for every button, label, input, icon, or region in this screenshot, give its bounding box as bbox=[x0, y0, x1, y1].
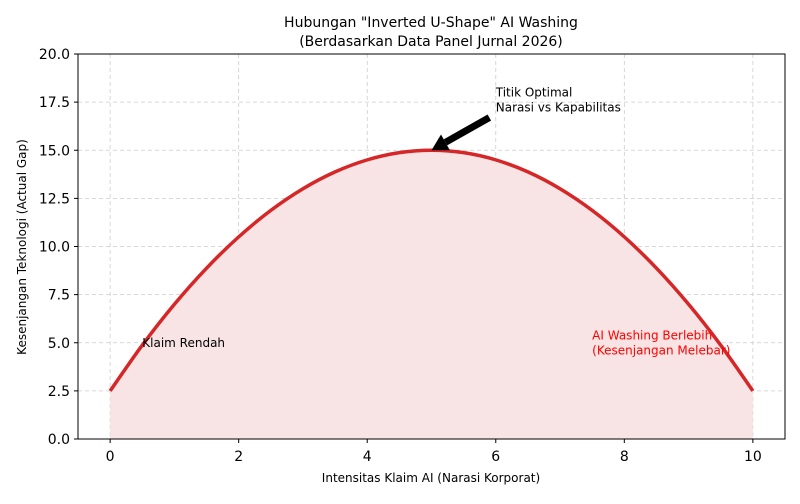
x-tick-label: 8 bbox=[620, 449, 629, 465]
annotation-text: Narasi vs Kapabilitas bbox=[496, 101, 621, 115]
annotation-arrow-shaft bbox=[443, 114, 492, 146]
y-tick-label: 20.0 bbox=[39, 47, 70, 63]
y-tick-label: 15.0 bbox=[39, 143, 70, 159]
x-tick-label: 10 bbox=[744, 449, 762, 465]
annotation-text: Klaim Rendah bbox=[142, 336, 225, 350]
annotation-text: Titik Optimal bbox=[495, 86, 573, 100]
x-tick-label: 4 bbox=[363, 449, 372, 465]
y-tick-label: 5.0 bbox=[48, 336, 70, 352]
chart-subtitle: (Berdasarkan Data Panel Jurnal 2026) bbox=[299, 34, 563, 50]
annotation-arrow-head bbox=[431, 134, 450, 151]
x-tick-label: 6 bbox=[491, 449, 500, 465]
y-tick-label: 12.5 bbox=[39, 191, 70, 207]
x-tick-label: 2 bbox=[234, 449, 243, 465]
annotation-text: (Kesenjangan Melebar) bbox=[592, 343, 730, 357]
x-axis-label: Intensitas Klaim AI (Narasi Korporat) bbox=[322, 471, 540, 485]
chart-title: Hubungan "Inverted U-Shape" AI Washing bbox=[284, 15, 578, 31]
y-tick-label: 17.5 bbox=[39, 95, 70, 111]
annotation-text: AI Washing Berlebih bbox=[592, 328, 712, 342]
y-tick-label: 10.0 bbox=[39, 240, 70, 256]
y-tick-label: 2.5 bbox=[48, 384, 70, 400]
y-tick-label: 7.5 bbox=[48, 288, 70, 304]
area-fill bbox=[110, 150, 753, 439]
y-axis-label: Kesenjangan Teknologi (Actual Gap) bbox=[15, 139, 29, 355]
ticks: 0 2 4 6 8 10 0.0 2.5 5.0 7.5 10.0 12.5 15.0 17.5 20.0 bbox=[39, 47, 762, 465]
area-under-curve bbox=[110, 150, 753, 439]
x-tick-label: 0 bbox=[106, 449, 115, 465]
y-tick-label: 0.0 bbox=[48, 432, 70, 448]
